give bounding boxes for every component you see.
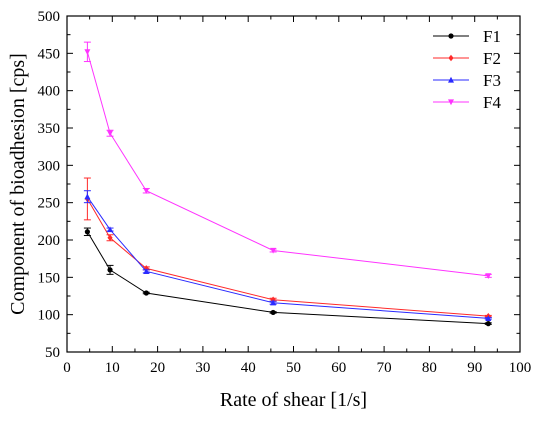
legend-marker [448, 33, 454, 39]
data-point [143, 290, 149, 296]
x-tick-label: 80 [422, 360, 437, 376]
data-point [107, 226, 114, 233]
series-f4 [83, 41, 492, 280]
data-point [485, 321, 491, 327]
legend-item-f3: F3 [433, 71, 501, 90]
axis-ticks: 0 10 20 30 40 50 60 70 80 90 100 50 100 150 200 250 300 3… [38, 9, 532, 376]
data-point [143, 188, 150, 194]
data-point [270, 299, 277, 306]
series-f3 [83, 190, 492, 321]
x-tick-label: 20 [150, 360, 165, 376]
x-tick-label: 30 [195, 360, 210, 376]
data-point [84, 193, 91, 200]
y-tick-label: 250 [38, 196, 61, 212]
data-point [84, 229, 90, 235]
data-point [107, 234, 113, 241]
legend-item-f1: F1 [433, 27, 501, 46]
legend-marker [448, 54, 454, 62]
y-tick-label: 450 [38, 46, 61, 62]
series-layer [83, 41, 492, 327]
data-point [107, 130, 114, 137]
series-line [86, 51, 489, 277]
y-tick-label: 350 [38, 121, 61, 137]
y-tick-label: 500 [38, 9, 61, 25]
y-tick-label: 100 [38, 308, 61, 324]
y-tick-label: 300 [38, 158, 61, 174]
series-line [86, 196, 489, 319]
x-tick-label: 50 [286, 360, 301, 376]
series-line [86, 231, 489, 325]
legend-label: F4 [483, 93, 501, 112]
data-point [84, 49, 91, 56]
legend-marker [448, 76, 454, 83]
series-line [86, 198, 489, 317]
legend-marker [448, 99, 454, 106]
x-tick-label: 0 [63, 360, 71, 376]
y-tick-label: 400 [38, 84, 61, 100]
x-tick-label: 70 [377, 360, 392, 376]
data-point [270, 247, 277, 254]
x-axis-title: Rate of shear [1/s] [220, 389, 367, 411]
series-f1 [83, 227, 492, 327]
legend-label: F3 [483, 71, 501, 90]
data-point [485, 273, 492, 280]
data-point [143, 268, 150, 274]
legend-label: F2 [483, 49, 501, 68]
data-point [485, 315, 492, 321]
x-tick-label: 40 [241, 360, 256, 376]
data-point [107, 267, 113, 273]
y-tick-label: 50 [45, 345, 60, 361]
data-point [270, 309, 276, 316]
legend-label: F1 [483, 27, 501, 46]
legend-item-f2: F2 [433, 49, 501, 68]
x-tick-label: 100 [509, 360, 532, 376]
y-axis-title: Component of bioadhesion [cps] [7, 53, 29, 315]
y-tick-label: 150 [38, 270, 61, 286]
series-f2 [83, 177, 492, 320]
legend: F1 F2 F3 F4 [433, 27, 501, 112]
x-tick-label: 90 [467, 360, 482, 376]
x-tick-label: 10 [105, 360, 120, 376]
x-tick-label: 60 [331, 360, 346, 376]
legend-item-f4: F4 [433, 93, 501, 112]
y-tick-label: 200 [38, 233, 61, 249]
